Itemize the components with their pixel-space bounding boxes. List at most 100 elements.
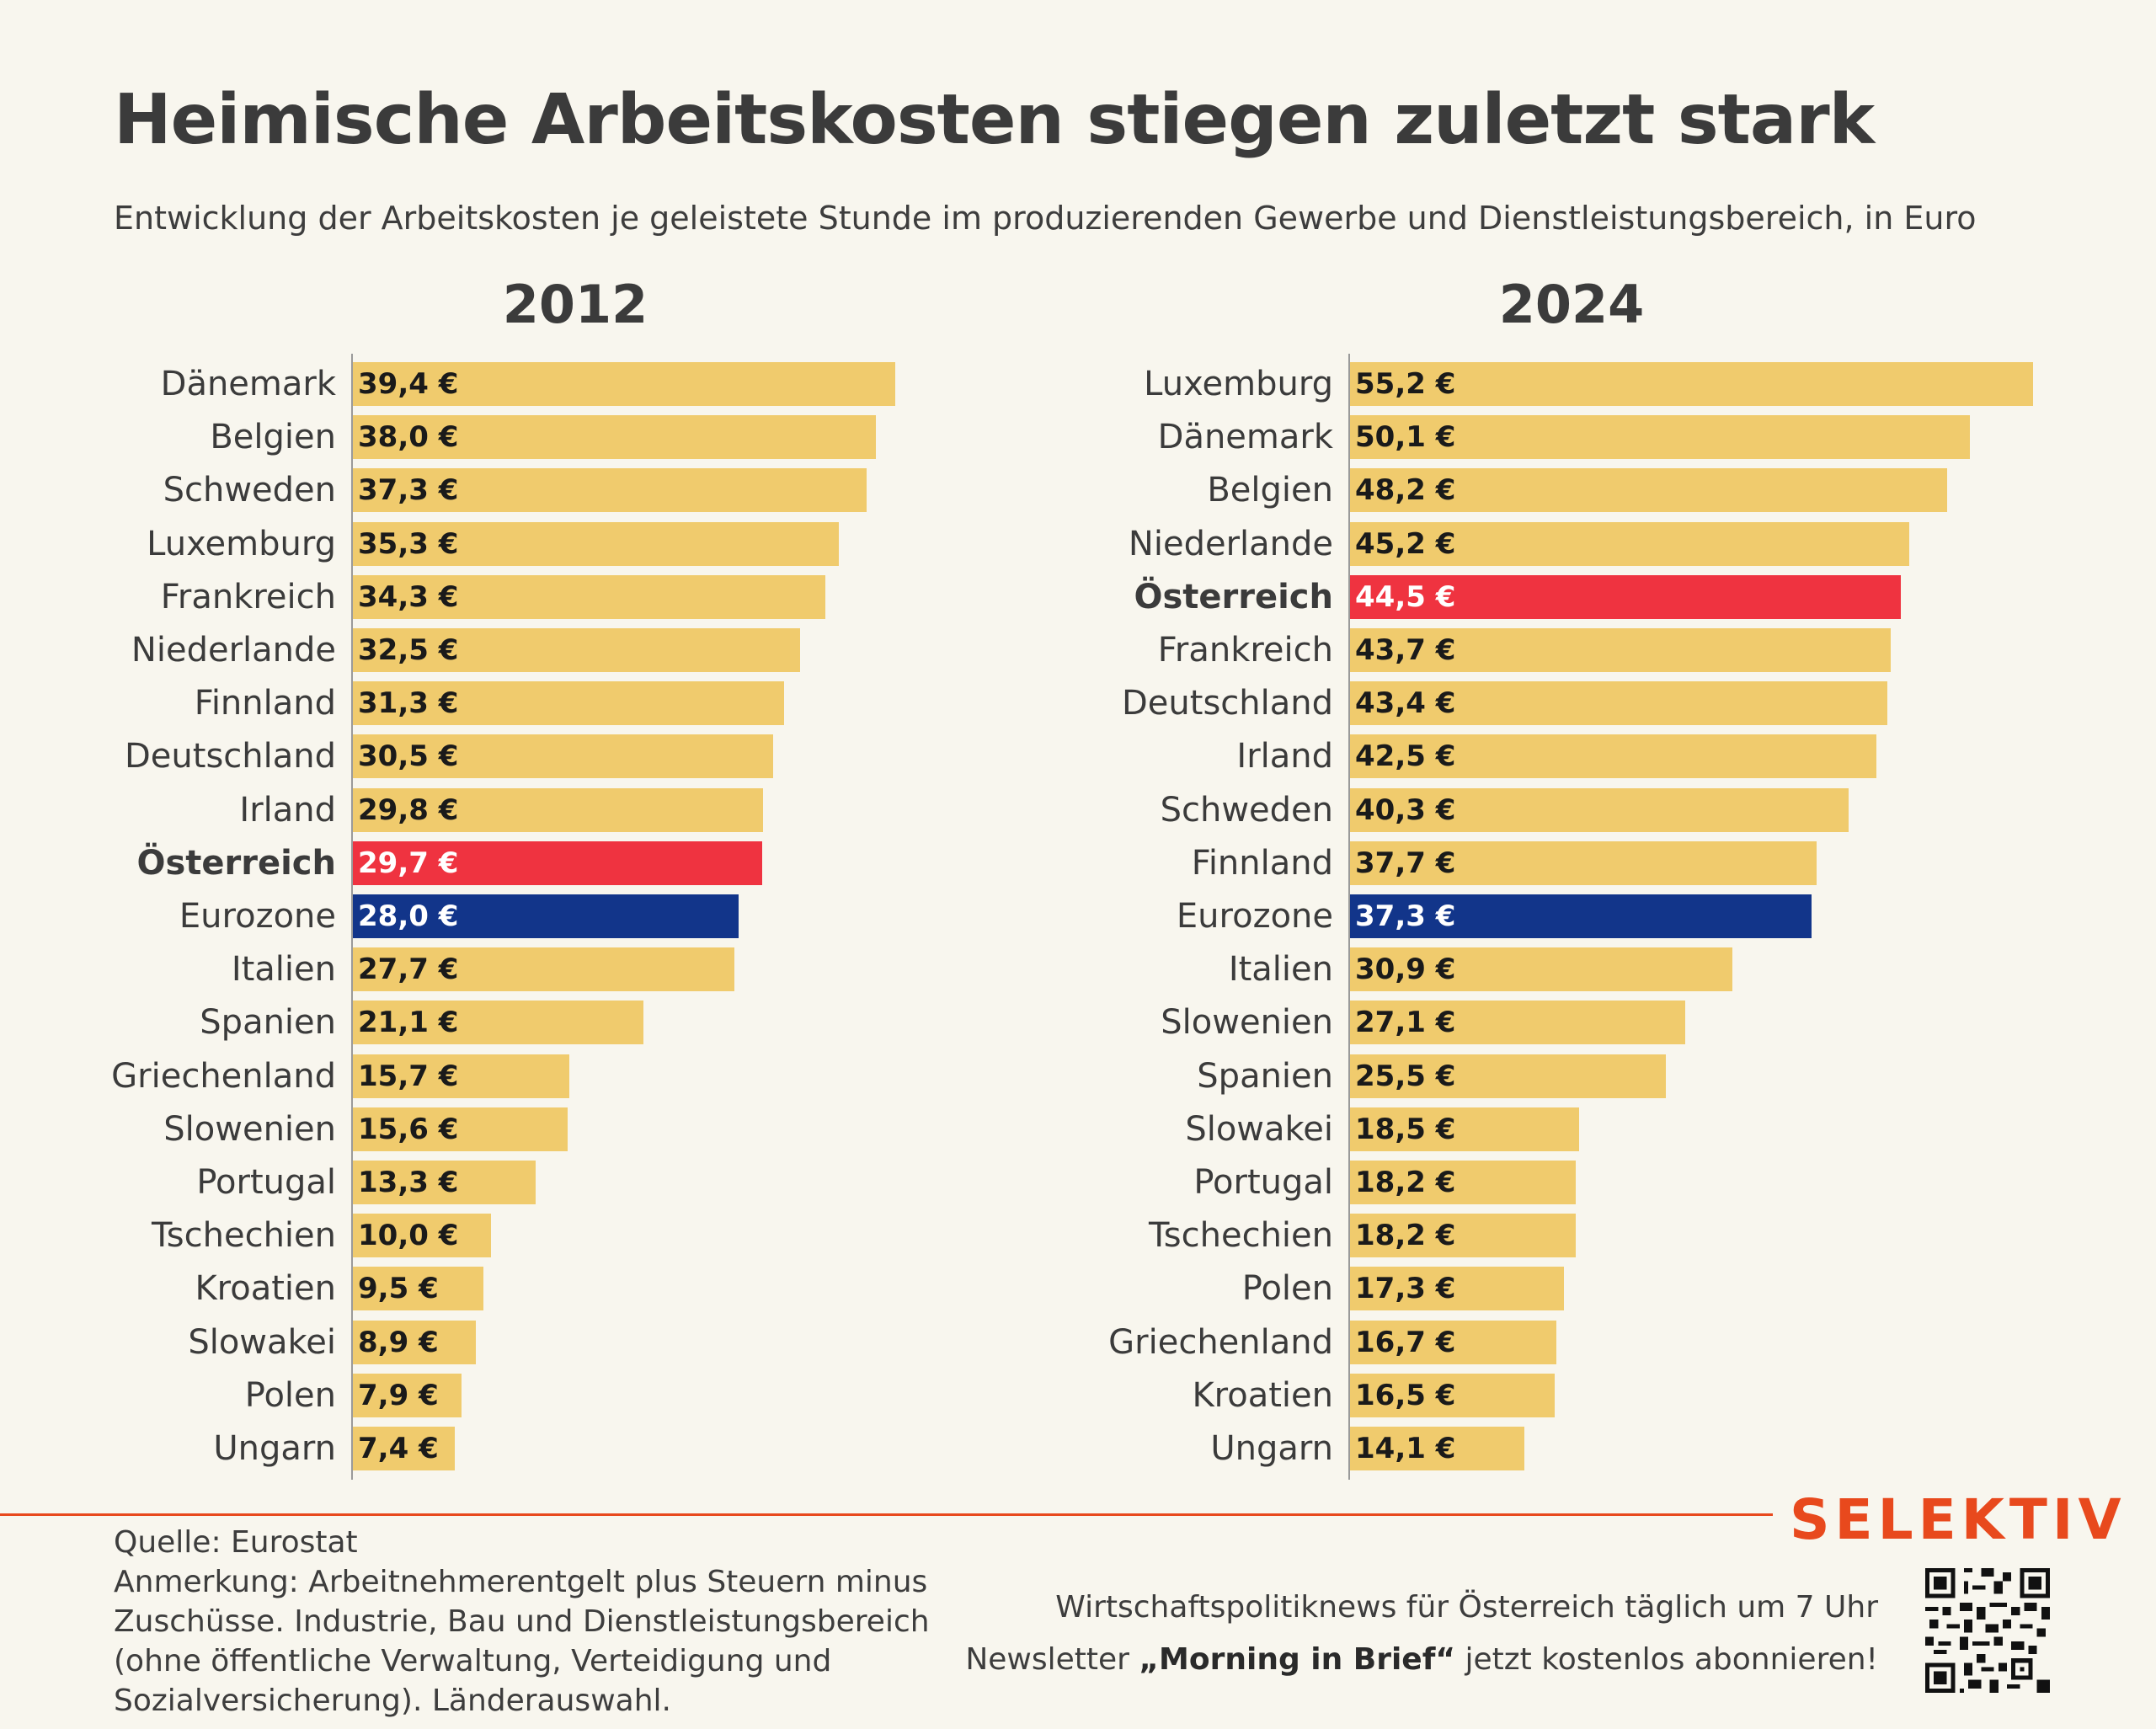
data-label: 18,5 €	[1355, 1112, 1456, 1146]
bar-row: Portugal 18,2 €	[0, 1161, 2156, 1204]
category-label: Schweden	[163, 471, 336, 510]
data-label: 9,5 €	[358, 1272, 439, 1306]
category-label: Italien	[231, 950, 336, 990]
newsletter-name: „Morning in Brief“	[1139, 1642, 1456, 1677]
bar: 30,9 €	[1350, 947, 1733, 992]
category-label: Slowenien	[1161, 1003, 1333, 1043]
data-label: 42,5 €	[1355, 739, 1456, 774]
bar-row: Irland 29,8 €	[0, 787, 1011, 832]
category-label: Kroatien	[195, 1269, 336, 1309]
category-label: Spanien	[200, 1003, 336, 1043]
category-label: Portugal	[1193, 1163, 1333, 1202]
bar: 32,5 €	[353, 628, 801, 672]
bar-row: Spanien 21,1 €	[0, 1001, 1011, 1045]
bar-row: Spanien 25,5 €	[0, 1054, 2156, 1098]
category-label: Eurozone	[179, 897, 336, 936]
bar: 25,5 €	[1350, 1054, 1666, 1098]
category-label: Österreich	[136, 843, 336, 883]
bar-row: Slowenien 27,1 €	[0, 1001, 2156, 1045]
data-label: 37,3 €	[358, 473, 459, 508]
bar: 43,7 €	[1350, 628, 1892, 672]
promo-line-1: Wirtschaftspolitiknews für Österreich tä…	[1055, 1590, 1878, 1625]
bar: 8,9 €	[353, 1320, 476, 1364]
chart-title: Heimische Arbeitskosten stiegen zuletzt …	[114, 80, 1875, 160]
bar-row: Dänemark 39,4 €	[0, 362, 1011, 406]
bar: 16,5 €	[1350, 1373, 1555, 1417]
bar: 7,9 €	[353, 1373, 462, 1417]
bar: 50,1 €	[1350, 415, 1971, 460]
data-label: 43,7 €	[1355, 633, 1456, 667]
bar: 18,2 €	[1350, 1161, 1576, 1204]
bar-row: Ungarn 14,1 €	[0, 1427, 2156, 1470]
data-label: 35,3 €	[358, 526, 459, 561]
data-label: 30,5 €	[358, 739, 459, 774]
chart-2024: 2024 Luxemburg 55,2 € Dänemark 50,1 € Belgie…	[0, 274, 2156, 1486]
bar: 29,7 €	[353, 840, 762, 885]
bar-row: Schweden 40,3 €	[0, 787, 2156, 832]
bar-row: Eurozone 28,0 €	[0, 894, 1011, 938]
data-label: 16,5 €	[1355, 1378, 1456, 1412]
category-label: Polen	[1241, 1269, 1333, 1309]
category-label: Portugal	[196, 1163, 336, 1202]
data-label: 50,1 €	[1355, 420, 1456, 455]
category-label: Italien	[1228, 950, 1333, 990]
category-label: Luxemburg	[147, 524, 336, 563]
category-label: Deutschland	[125, 737, 336, 776]
chart-subtitle: Entwicklung der Arbeitskosten je geleist…	[114, 200, 1977, 237]
bar: 34,3 €	[353, 574, 825, 619]
brand-logo: SELEKTIV	[1790, 1487, 2127, 1552]
category-label: Finnland	[1191, 843, 1333, 883]
category-label: Griechenland	[111, 1056, 336, 1096]
bar-row: Belgien 48,2 €	[0, 468, 2156, 513]
bar: 13,3 €	[353, 1161, 536, 1204]
bar-row: Österreich 44,5 €	[0, 574, 2156, 619]
data-label: 21,1 €	[358, 1006, 459, 1040]
bar: 21,1 €	[353, 1001, 643, 1045]
data-label: 32,5 €	[358, 633, 459, 667]
bar-row: Kroatien 16,5 €	[0, 1373, 2156, 1417]
bar-row: Dänemark 50,1 €	[0, 415, 2156, 460]
data-label: 31,3 €	[358, 686, 459, 721]
bar-row: Tschechien 18,2 €	[0, 1214, 2156, 1258]
bar: 37,3 €	[1350, 894, 1812, 938]
bar-row: Luxemburg 35,3 €	[0, 521, 1011, 566]
data-label: 15,6 €	[358, 1112, 459, 1146]
bar: 16,7 €	[1350, 1320, 1557, 1364]
data-label: 16,7 €	[1355, 1325, 1456, 1359]
category-label: Irland	[1236, 737, 1333, 776]
bar-row: Finnland 31,3 €	[0, 681, 1011, 726]
category-label: Polen	[244, 1375, 336, 1415]
bar: 29,8 €	[353, 787, 764, 832]
category-label: Belgien	[1207, 471, 1333, 510]
qr-code-icon[interactable]	[1925, 1568, 2050, 1693]
bar: 18,5 €	[1350, 1107, 1579, 1151]
bar: 9,5 €	[353, 1267, 484, 1311]
category-label: Slowenien	[163, 1109, 336, 1149]
bar: 39,4 €	[353, 362, 896, 406]
bar-row: Griechenland 15,7 €	[0, 1054, 1011, 1098]
bar-row: Italien 27,7 €	[0, 947, 1011, 992]
bar-row: Irland 42,5 €	[0, 734, 2156, 779]
bar: 44,5 €	[1350, 574, 1902, 619]
bar-row: Polen 17,3 €	[0, 1267, 2156, 1311]
bar-row: Eurozone 37,3 €	[0, 894, 2156, 938]
data-label: 45,2 €	[1355, 526, 1456, 561]
bar-row: Slowakei 18,5 €	[0, 1107, 2156, 1151]
category-label: Slowakei	[188, 1322, 336, 1362]
data-label: 10,0 €	[358, 1219, 459, 1253]
bar-row: Österreich 29,7 €	[0, 840, 1011, 885]
bar: 37,7 €	[1350, 840, 1817, 885]
bar: 17,3 €	[1350, 1267, 1565, 1311]
axis-line	[351, 354, 353, 1481]
bar-row: Luxemburg 55,2 €	[0, 362, 2156, 406]
newsletter-promo[interactable]: Wirtschaftspolitiknews für Österreich tä…	[965, 1582, 1878, 1686]
data-label: 55,2 €	[1355, 367, 1456, 401]
data-label: 37,3 €	[1355, 899, 1456, 933]
bar-row: Deutschland 43,4 €	[0, 681, 2156, 726]
bar-row: Frankreich 34,3 €	[0, 574, 1011, 619]
bar: 15,7 €	[353, 1054, 569, 1098]
category-label: Luxemburg	[1144, 365, 1333, 403]
data-label: 29,7 €	[358, 846, 459, 880]
bar: 40,3 €	[1350, 787, 1849, 832]
chart-2012-title: 2012	[502, 274, 648, 335]
